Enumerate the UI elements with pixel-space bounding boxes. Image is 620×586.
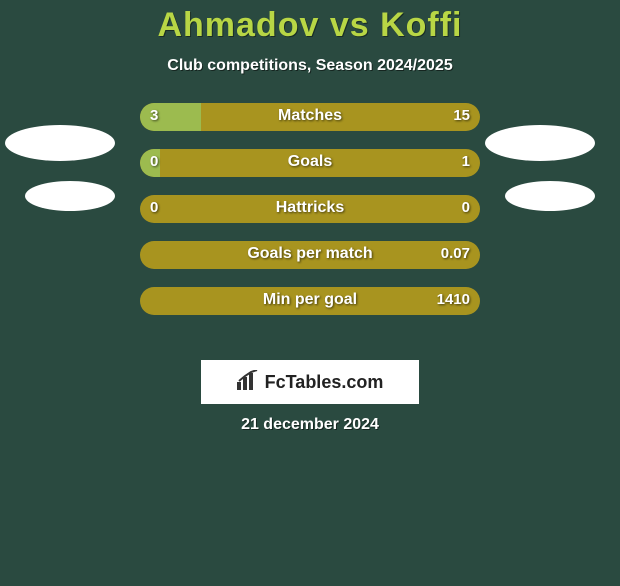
player-avatar-placeholder (25, 181, 115, 211)
stat-bar: Goals0 1 (140, 149, 480, 177)
logo-text: FcTables.com (265, 372, 384, 393)
stat-left-value: 0 (150, 199, 158, 216)
stat-bar: Hattricks0 0 (140, 195, 480, 223)
stat-bar: Goals per match0.07 (140, 241, 480, 269)
stat-label: Goals per match (140, 245, 480, 263)
stat-label: Hattricks (140, 199, 480, 217)
stat-left-value: 0 (150, 153, 158, 170)
stat-label: Goals (140, 153, 480, 171)
player-avatar-placeholder (485, 125, 595, 161)
stat-bar: Matches3 15 (140, 103, 480, 131)
stat-right-value: 15 (453, 107, 470, 124)
stat-right-value: 0 (462, 199, 470, 216)
stat-label: Matches (140, 107, 480, 125)
stat-right-value: 1410 (437, 291, 470, 308)
chart-bars-icon (237, 370, 259, 395)
stat-right-value: 1 (462, 153, 470, 170)
stat-label: Min per goal (140, 291, 480, 309)
stat-bar: Min per goal1410 (140, 287, 480, 315)
player-avatar-placeholder (5, 125, 115, 161)
subtitle: Club competitions, Season 2024/2025 (0, 57, 620, 75)
logo-box: FcTables.com (201, 360, 419, 404)
footer-date: 21 december 2024 (0, 416, 620, 434)
stat-right-value: 0.07 (441, 245, 470, 262)
player-avatar-placeholder (505, 181, 595, 211)
stat-left-value: 3 (150, 107, 158, 124)
page-title: Ahmadov vs Koffi (0, 6, 620, 45)
